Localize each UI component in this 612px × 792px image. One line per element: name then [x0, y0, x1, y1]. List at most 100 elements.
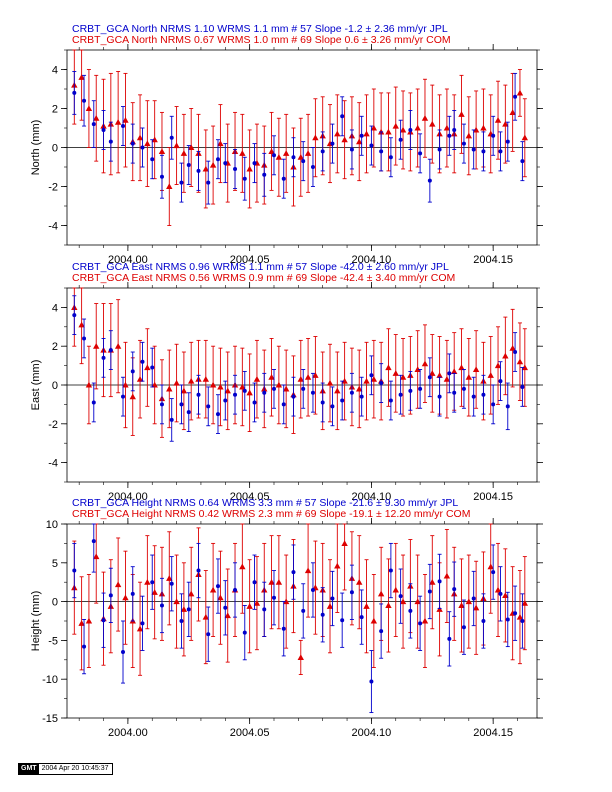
series-jpl — [72, 523, 525, 714]
data-point-circle — [215, 157, 220, 162]
data-point-triangle — [487, 372, 494, 378]
data-point-circle — [140, 621, 145, 626]
x-tick-label: 2004.00 — [108, 727, 148, 739]
data-point-triangle — [129, 393, 136, 400]
data-point-circle — [150, 365, 155, 370]
data-point-triangle — [356, 138, 363, 145]
x-tick-label: 2004.15 — [473, 727, 513, 739]
data-point-circle — [223, 605, 228, 610]
data-point-triangle — [312, 134, 319, 141]
data-point-circle — [388, 398, 393, 403]
data-point-triangle — [502, 352, 509, 359]
data-point-circle — [179, 619, 184, 623]
data-point-circle — [72, 313, 77, 318]
data-point-triangle — [494, 586, 502, 593]
data-point-circle — [359, 394, 364, 399]
data-point-circle — [310, 390, 315, 395]
data-point-circle — [427, 589, 432, 594]
data-point-circle — [223, 161, 228, 166]
data-point-triangle — [370, 375, 378, 382]
data-point-triangle — [239, 383, 246, 390]
y-tick-label: -2 — [48, 419, 58, 431]
series-com — [71, 287, 529, 438]
data-point-circle — [159, 603, 164, 608]
data-point-triangle — [93, 115, 100, 121]
data-point-triangle — [363, 130, 370, 137]
data-point-triangle — [472, 126, 480, 133]
data-point-circle — [452, 390, 457, 395]
data-point-triangle — [521, 599, 529, 606]
data-point-triangle — [166, 385, 173, 392]
data-point-triangle — [509, 344, 516, 351]
panel-east: CRBT_GCA East NRMS 0.96 WRMS 1.1 mm # 57… — [30, 261, 543, 503]
data-point-circle — [398, 137, 403, 142]
data-point-circle — [233, 587, 238, 592]
data-point-circle — [320, 149, 325, 154]
x-tick-label: 2004.05 — [230, 254, 270, 266]
data-point-triangle — [217, 383, 224, 390]
data-point-circle — [408, 127, 413, 132]
data-point-circle — [242, 388, 247, 393]
series-title-com: CRBT_GCA East NRMS 0.56 WRMS 0.9 mm # 69… — [72, 272, 455, 284]
data-point-triangle — [151, 136, 158, 143]
data-point-circle — [301, 608, 306, 613]
series-title-com: CRBT_GCA North NRMS 0.67 WRMS 1.0 mm # 6… — [72, 34, 451, 46]
data-point-circle — [159, 402, 164, 407]
data-point-circle — [320, 400, 325, 405]
data-point-circle — [150, 157, 155, 162]
data-point-triangle — [239, 563, 246, 570]
data-point-triangle — [114, 581, 122, 588]
data-point-triangle — [268, 579, 275, 585]
data-point-circle — [398, 594, 403, 599]
data-point-triangle — [78, 620, 85, 626]
x-tick-label: 2004.15 — [473, 491, 513, 503]
data-point-circle — [471, 596, 476, 601]
data-point-triangle — [392, 370, 399, 376]
data-point-circle — [281, 626, 286, 631]
data-point-triangle — [341, 136, 348, 143]
x-tick-label: 2004.00 — [108, 491, 148, 503]
data-point-triangle — [122, 117, 129, 123]
data-point-circle — [349, 147, 354, 152]
data-point-triangle — [209, 381, 217, 388]
y-tick-label: -4 — [48, 458, 58, 470]
data-point-circle — [271, 153, 276, 158]
data-point-circle — [359, 133, 364, 138]
data-point-triangle — [202, 613, 210, 620]
data-point-circle — [388, 568, 393, 573]
data-point-circle — [330, 596, 335, 601]
y-axis-label: North (mm) — [30, 120, 42, 176]
y-axis-label: Height (mm) — [30, 591, 42, 652]
data-point-circle — [513, 94, 518, 99]
data-point-triangle — [421, 360, 429, 367]
data-point-triangle — [209, 161, 217, 168]
data-point-triangle — [521, 364, 529, 371]
data-point-circle — [271, 386, 276, 391]
data-point-triangle — [377, 590, 385, 597]
data-point-triangle — [334, 130, 341, 137]
data-point-circle — [498, 149, 503, 154]
data-point-triangle — [136, 375, 144, 382]
data-point-circle — [408, 608, 413, 613]
data-point-circle — [169, 581, 174, 586]
data-point-triangle — [144, 140, 151, 147]
panel-north: CRBT_GCA North NRMS 1.10 WRMS 1.1 mm # 5… — [30, 23, 543, 266]
series-title-jpl: CRBT_GCA Height NRMS 0.64 WRMS 3.3 mm # … — [72, 497, 458, 509]
data-point-circle — [520, 619, 525, 623]
x-tick-label: 2004.10 — [352, 491, 392, 503]
data-point-circle — [369, 679, 374, 684]
data-point-circle — [101, 618, 106, 623]
data-point-circle — [447, 133, 452, 138]
y-tick-label: 2 — [52, 104, 58, 116]
data-point-circle — [330, 404, 335, 409]
data-point-triangle — [487, 563, 494, 570]
data-point-circle — [91, 122, 96, 127]
data-point-circle — [101, 355, 106, 360]
data-point-triangle — [202, 165, 210, 172]
data-point-triangle — [282, 598, 290, 605]
data-point-triangle — [392, 586, 399, 593]
data-point-circle — [310, 165, 315, 169]
data-point-circle — [461, 141, 466, 146]
data-point-triangle — [494, 117, 502, 123]
